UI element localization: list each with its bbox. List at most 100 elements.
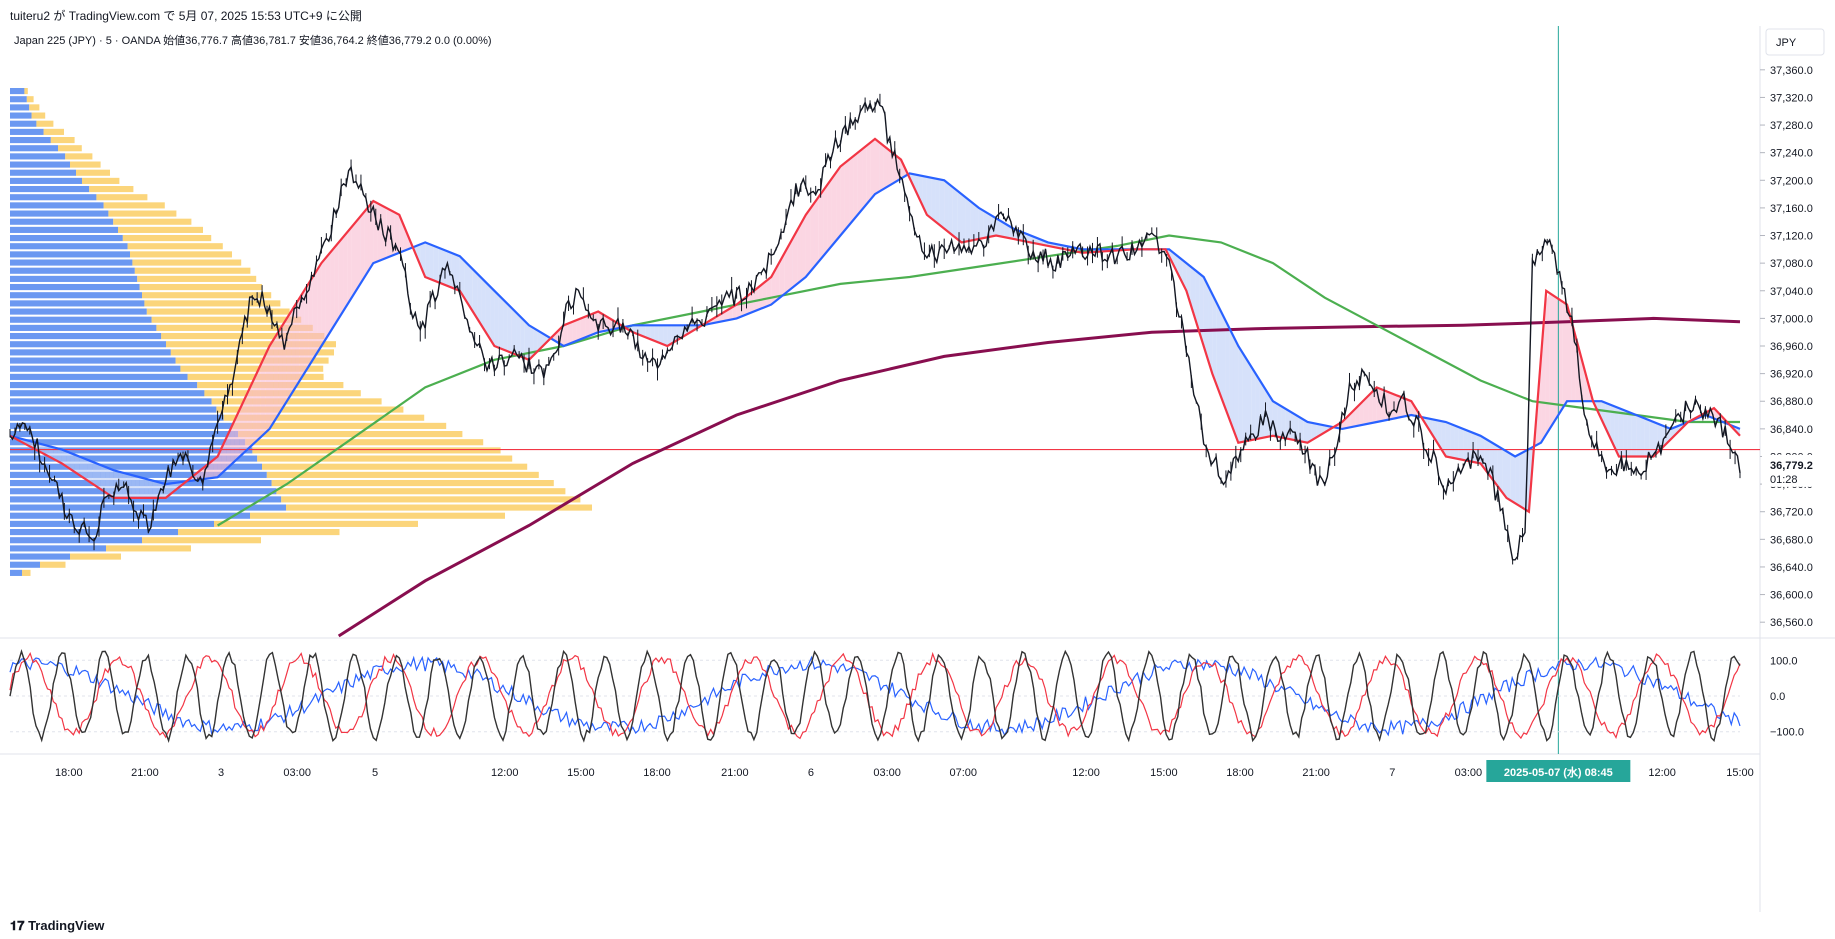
cloud-segment (144, 478, 149, 498)
vp-yellow-bar (70, 161, 101, 168)
vp-yellow-bar (24, 88, 28, 95)
vp-yellow-bar (43, 128, 64, 135)
cloud-segment (645, 325, 651, 340)
cloud-segment (1437, 420, 1442, 450)
y-tick-label: 36,640.0 (1770, 562, 1813, 574)
vp-yellow-bar (113, 218, 192, 225)
cloud-segment (494, 290, 499, 348)
cloud-segment (1195, 270, 1200, 333)
cloud-segment (1238, 346, 1243, 443)
cloud-segment (758, 283, 763, 310)
cloud-segment (368, 201, 374, 271)
cloud-segment (775, 261, 780, 302)
cloud-segment (464, 260, 469, 305)
vp-yellow-bar (144, 300, 281, 307)
osc-tick-label: −100.0 (1770, 727, 1804, 739)
cloud-segment (1186, 263, 1191, 305)
cloud-segment (1450, 423, 1455, 459)
cloud-segment (1277, 403, 1282, 438)
cloud-segment (1203, 276, 1209, 360)
cloud-segment (360, 211, 365, 284)
cloud-segment (961, 194, 966, 243)
cloud-segment (1255, 373, 1260, 440)
cloud-segment (965, 197, 971, 242)
vp-blue-bar (10, 284, 140, 291)
cloud-segment (291, 304, 296, 395)
cloud-segment (1636, 415, 1641, 457)
cloud-segment (252, 373, 257, 445)
cloud-segment (1199, 273, 1204, 346)
cloud-segment (520, 316, 525, 359)
vp-blue-bar (10, 333, 162, 340)
vp-yellow-bar (214, 520, 418, 527)
cloud-segment (304, 283, 309, 374)
cloud-segment (1445, 421, 1451, 458)
y-tick-label: 37,000.0 (1770, 313, 1813, 325)
vp-blue-bar (10, 161, 70, 168)
currency-box[interactable]: JPY (1765, 28, 1825, 56)
cloud-segment (650, 325, 655, 341)
x-tick-label: 12:00 (1648, 767, 1676, 779)
cloud-segment (1558, 298, 1563, 416)
vp-yellow-bar (170, 349, 334, 356)
vp-yellow-bar (146, 308, 290, 315)
vp-blue-bar (10, 406, 217, 413)
cloud-segment (1567, 304, 1572, 402)
cloud-segment (1623, 409, 1628, 457)
vp-yellow-bar (139, 284, 262, 291)
vp-blue-bar (10, 153, 66, 160)
cloud-segment (1242, 352, 1247, 442)
cloud-segment (1610, 404, 1615, 448)
cloud-segment (433, 245, 439, 283)
vp-yellow-bar (26, 96, 34, 103)
cloud-segment (1640, 416, 1645, 457)
x-tick-label: 12:00 (491, 767, 519, 779)
cloud-segment (844, 159, 850, 231)
vp-blue-bar (10, 349, 171, 356)
cloud-segment (887, 149, 893, 187)
cloud-segment (343, 232, 348, 312)
cloud-segment (152, 480, 158, 498)
cloud-segment (1216, 302, 1221, 397)
x-tick-label: 7 (1389, 767, 1395, 779)
symbol-legend: Japan 225 (JPY) · 5 · OANDA 始値36,776.7 高… (14, 33, 492, 47)
vp-yellow-bar (82, 177, 120, 184)
vp-yellow-bar (266, 471, 539, 478)
cloud-segment (468, 264, 473, 312)
cloud-segment (61, 449, 67, 467)
cloud-segment (364, 206, 369, 277)
price-chart[interactable]: 36,560.0 36,600.0 36,640.0 36,680.0 36,720.0… (0, 26, 1835, 912)
cloud-segment (996, 218, 1001, 237)
vp-yellow-bar (175, 357, 329, 364)
cloud-segment (429, 244, 434, 281)
y-tick-label: 37,160.0 (1770, 203, 1813, 215)
cloud-segment (1670, 427, 1676, 440)
axes: 36,560.0 36,600.0 36,640.0 36,680.0 36,720.0… (55, 65, 1832, 782)
cloud-segment (79, 456, 84, 478)
cloud-segment (1493, 443, 1498, 487)
cloud-segment (1303, 419, 1308, 443)
vp-blue-bar (10, 365, 181, 372)
vp-blue-bar (10, 96, 27, 103)
vp-blue-bar (10, 553, 70, 560)
cloud-segment (1554, 295, 1559, 422)
cloud-segment (1363, 396, 1369, 425)
cloud-segment (792, 230, 798, 288)
cloud-segment (282, 318, 287, 409)
vp-yellow-bar (65, 153, 93, 160)
vp-blue-bar (10, 145, 58, 152)
x-tick-label: 21:00 (131, 767, 159, 779)
cloud-segment (983, 210, 988, 239)
cloud-segment (325, 252, 331, 340)
last-price-box (1762, 454, 1832, 487)
vp-blue-bar (10, 137, 51, 144)
oscillator-pane (9, 649, 1741, 743)
vp-blue-bar (10, 292, 142, 299)
vp-yellow-bar (58, 145, 82, 152)
cloud-segment (338, 237, 344, 319)
vp-yellow-bar (211, 398, 382, 405)
vp-yellow-bar (127, 243, 223, 250)
cloud-segment (1463, 428, 1468, 461)
vp-blue-bar (10, 218, 114, 225)
vp-blue-bar (10, 235, 123, 242)
